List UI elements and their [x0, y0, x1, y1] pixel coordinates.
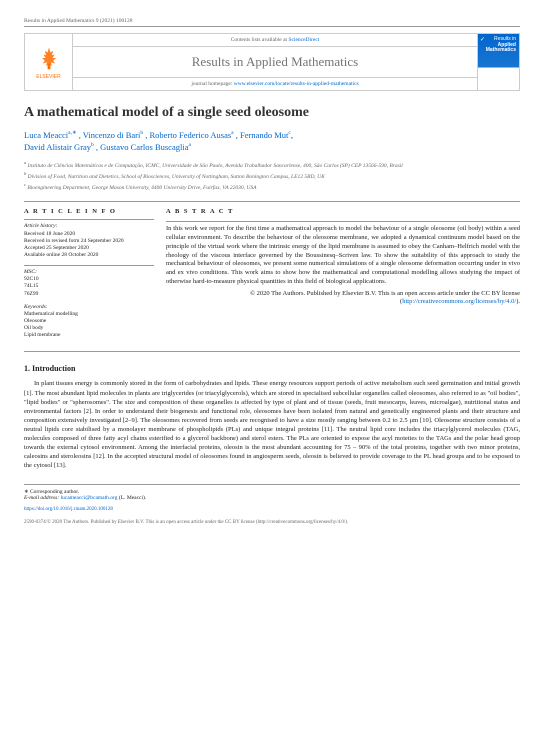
- homepage-line: journal homepage: www.elsevier.com/locat…: [73, 77, 477, 90]
- footer: ∗ Corresponding author. E-mail address: …: [24, 484, 520, 526]
- author-list: Luca Meaccia,∗ , Vincenzo di Barib , Rob…: [24, 130, 520, 154]
- email-line: E-mail address: lucameacci@bcamath.org (…: [24, 495, 520, 501]
- contents-line: Contents lists available at ScienceDirec…: [73, 34, 477, 47]
- sciencedirect-link[interactable]: ScienceDirect: [288, 37, 319, 43]
- journal-title: Results in Applied Mathematics: [73, 47, 477, 77]
- affiliations: a Instituto de Ciências Matemáticas e de…: [24, 160, 520, 192]
- elsevier-logo: ELSEVIER: [25, 34, 73, 90]
- article-title: A mathematical model of a single seed ol…: [24, 105, 520, 122]
- journal-cover-thumbnail: ✓ Results in Applied Mathematics: [477, 34, 519, 90]
- author-6[interactable]: , Gustavo Carlos Buscaglia: [96, 142, 189, 152]
- author-4[interactable]: , Fernando Mut: [236, 130, 289, 140]
- page-root: Results in Applied Mathematics 9 (2021) …: [0, 0, 544, 544]
- affiliation-c: c Bioengineering Department, George Maso…: [24, 182, 520, 192]
- article-info: A R T I C L E I N F O Article history: R…: [24, 208, 154, 345]
- section-1-heading: 1. Introduction: [24, 364, 520, 373]
- author-2[interactable]: , Vincenzo di Bari: [79, 130, 141, 140]
- affiliation-b: b Division of Food, Nutrition and Dietet…: [24, 171, 520, 181]
- affiliation-a: a Instituto de Ciências Matemáticas e de…: [24, 160, 520, 170]
- abstract-heading: A B S T R A C T: [166, 208, 520, 217]
- doi-line: https://doi.org/10.1016/j.rinam.2020.100…: [24, 507, 520, 514]
- intro-paragraph: In plant tissues energy is commonly stor…: [24, 379, 520, 470]
- elsevier-label: ELSEVIER: [36, 74, 60, 80]
- author-3[interactable]: , Roberto Federico Ausas: [145, 130, 231, 140]
- running-header: Results in Applied Mathematics 9 (2021) …: [24, 18, 520, 27]
- homepage-link[interactable]: www.elsevier.com/locate/results-in-appli…: [234, 81, 359, 87]
- msc-block: MSC: 92C10 74L15 76Z99: [24, 269, 154, 298]
- journal-banner: ELSEVIER Contents lists available at Sci…: [24, 33, 520, 91]
- check-icon: ✓: [480, 36, 485, 43]
- doi-link[interactable]: https://doi.org/10.1016/j.rinam.2020.100…: [24, 507, 113, 512]
- journal-reference: Results in Applied Mathematics 9 (2021) …: [24, 18, 132, 24]
- elsevier-tree-icon: [35, 44, 63, 72]
- author-1[interactable]: Luca Meacci: [24, 130, 68, 140]
- info-abstract-row: A R T I C L E I N F O Article history: R…: [24, 201, 520, 352]
- abstract: A B S T R A C T In this work we report f…: [166, 208, 520, 345]
- abstract-copyright: © 2020 The Authors. Published by Elsevie…: [166, 290, 520, 308]
- banner-center: Contents lists available at ScienceDirec…: [73, 34, 477, 90]
- copyright-line: 2590-0374/© 2020 The Authors. Published …: [24, 520, 520, 527]
- cover-text: Results in Applied Mathematics: [486, 37, 516, 54]
- license-link[interactable]: http://creativecommons.org/licenses/by/4…: [402, 298, 516, 305]
- author-5[interactable]: David Alistair Gray: [24, 142, 91, 152]
- article-history: Article history: Received 18 June 2020 R…: [24, 223, 154, 259]
- info-heading: A R T I C L E I N F O: [24, 208, 154, 215]
- abstract-text: In this work we report for the first tim…: [166, 225, 520, 286]
- email-link[interactable]: lucameacci@bcamath.org: [60, 495, 117, 501]
- keywords-block: Keywords: Mathematical modelling Oleosom…: [24, 304, 154, 340]
